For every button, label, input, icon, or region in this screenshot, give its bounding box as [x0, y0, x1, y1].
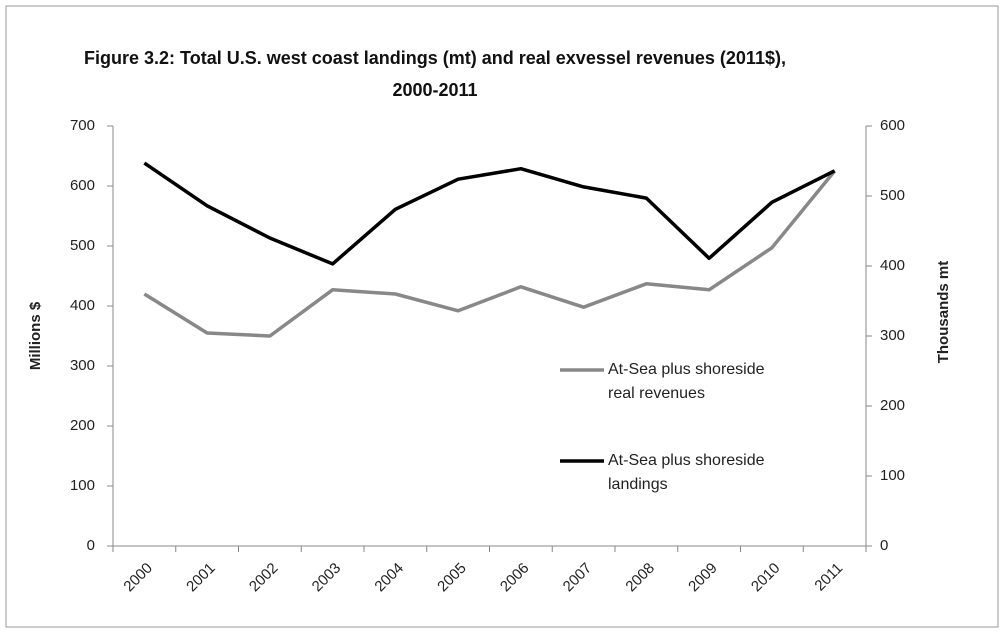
x-tick-label: 2010	[748, 560, 784, 596]
x-tick-label: 2005	[434, 560, 470, 596]
legend-label: At-Sea plus shoreside landings	[608, 452, 765, 493]
x-tick-label: 2000	[120, 560, 156, 596]
x-tick-label: 2007	[560, 560, 596, 596]
x-tick-label: 2002	[246, 560, 282, 596]
y2-tick-label: 400	[880, 257, 905, 274]
x-tick-label: 2004	[371, 560, 407, 596]
y2-tick-label: 500	[880, 187, 905, 204]
y2-axis-label: Thousands mt	[935, 261, 952, 364]
y2-tick-label: 100	[880, 467, 905, 484]
frame	[5, 5, 999, 628]
y-tick-label: 300	[70, 357, 95, 374]
y-tick-label: 200	[70, 417, 95, 434]
y2-tick-label: 200	[880, 397, 905, 414]
y-tick-label: 600	[70, 177, 95, 194]
y-axis-label: Millions $	[27, 301, 44, 370]
x-tick-label: 2008	[622, 560, 658, 596]
x-tick-label: 2006	[497, 560, 533, 596]
y-tick-label: 0	[87, 537, 95, 554]
y2-tick-label: 600	[880, 117, 905, 134]
y-tick-label: 500	[70, 237, 95, 254]
x-tick-label: 2009	[685, 560, 721, 596]
y-tick-label: 700	[70, 117, 95, 134]
y2-tick-label: 300	[880, 327, 905, 344]
y2-tick-label: 0	[880, 537, 888, 554]
y-tick-label: 400	[70, 297, 95, 314]
series-line	[143, 169, 836, 338]
x-tick-label: 2011	[811, 560, 846, 595]
x-tick-label: 2003	[309, 560, 345, 596]
x-tick-label: 2001	[183, 560, 219, 596]
series-line	[143, 161, 836, 266]
legend-label: At-Sea plus shoreside real revenues	[608, 361, 765, 402]
chart-title: Figure 3.2: Total U.S. west coast landin…	[84, 48, 786, 100]
y-tick-label: 100	[70, 477, 95, 494]
